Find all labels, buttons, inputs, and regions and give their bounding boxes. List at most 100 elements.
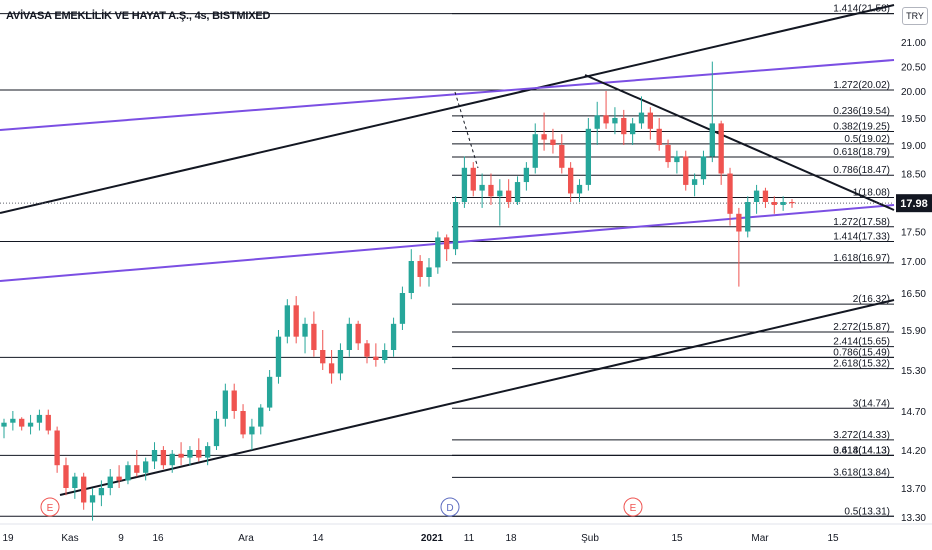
candle-body [266,376,273,408]
price-tick-label: 17.50 [901,228,926,239]
candle-body [674,156,680,163]
fib-level-label: 3.272(14.33) [833,430,890,441]
price-tick-label: 15.90 [901,326,926,337]
time-tick-label: 16 [152,533,164,544]
candle-body [789,202,795,204]
candle-body [647,112,653,129]
candle-body [222,390,229,419]
fib-level-label: 1.414(21.58) [833,4,890,15]
fib-level-label: 0.786(18.47) [833,165,890,176]
dividend-marker [440,497,460,517]
price-axis[interactable]: 21.0020.5020.0019.5019.0018.5018.0017.50… [896,0,932,550]
candle-body [488,184,494,197]
time-tick-label: 11 [464,533,475,544]
price-tick-label: 19.00 [901,141,926,152]
fib-level-label: 0.5(19.02) [844,134,890,145]
candle-body [160,450,167,466]
candle-body [638,112,645,124]
trend-line-downtrend [584,74,895,211]
candle-body [364,343,370,357]
trend-line-lower [59,299,895,496]
price-tick-label: 17.00 [901,257,926,268]
long-horizontal-lines [0,13,894,517]
candle-body [169,453,175,466]
candle-body [426,267,432,277]
candle-body [178,453,184,458]
candle-body [691,179,698,185]
candle-body [762,190,769,202]
candle-body [506,190,512,202]
currency-button[interactable]: TRY [902,7,928,25]
time-tick-label: 14 [312,533,324,544]
price-tick-label: 13.30 [901,513,926,524]
candle-body [125,465,131,481]
candle-body [753,190,760,202]
time-tick-label: Şub [581,533,599,544]
candle-body [143,461,149,473]
last-price-badge [896,194,932,213]
candle-body [461,167,468,202]
candle-body [63,465,69,488]
fib-level-label: 2.272(15.87) [833,322,890,333]
candle-body [399,293,406,324]
candle-body [204,446,211,458]
fib-level-label: 0.382(19.25) [833,122,890,133]
candle-body [745,202,751,232]
candle-body [19,418,25,427]
candle-body [27,422,34,427]
time-tick-label: 18 [505,533,517,544]
candle-body [134,465,140,473]
candle-body [550,139,556,145]
last-price-label: 17.98 [900,198,928,210]
fib-levels: 1.414(21.58) 1.272(20.02) 0.236(19.54) 0.38… [452,4,894,517]
fib-level-label: 2.618(15.32) [833,359,890,370]
candle-body [36,414,43,423]
candle-body [736,213,742,232]
trend-lines [0,4,895,496]
candle-body [98,488,105,496]
price-axis-bg [896,0,932,550]
candle-body [541,134,547,140]
earnings-marker [40,497,60,517]
candle-body [89,495,96,503]
candle-body [780,202,786,205]
time-axis[interactable]: 19 Kas 9 16 Ara 14 2021 11 18 Şub 15 Mar 15 [0,523,932,550]
earnings-marker-label: E [630,503,637,514]
time-tick-label: Ara [238,533,254,544]
candle-body [408,261,414,293]
fib-level-label: 3.618(13.84) [833,467,890,478]
candle-body [567,167,574,194]
candle-body [320,350,326,364]
candle-body [231,390,237,411]
price-tick-label: 14.20 [901,446,926,457]
candle-body [196,450,202,458]
price-tick-label: 16.50 [901,289,926,300]
fib-level-label: 0.5(13.31) [844,506,890,517]
fib-level-label: 1.618(16.97) [833,253,890,264]
fib-level-label: 1.414(17.33) [833,232,890,243]
fib-anchor-dashed [454,91,479,169]
candle-body [514,182,521,202]
time-tick-label: 9 [118,533,124,544]
candles [1,61,795,521]
fib-level-label: 0.786(15.49) [833,347,890,358]
candle-body [700,156,707,180]
trend-line-upper [0,4,895,214]
candle-body [727,173,733,214]
candle-body [355,323,361,344]
candle-body [45,414,51,431]
candle-body [470,167,476,191]
price-tick-label: 19.50 [901,114,926,125]
time-tick-label: 15 [827,533,839,544]
candle-body [54,430,60,466]
candle-body [771,202,777,205]
fib-level-label: 0.618(14.13) [833,445,890,456]
fib-level-label: 3(14.74) [853,398,890,409]
candle-body [435,237,441,268]
candle-body [709,123,715,157]
fib-level-label: 2(16.32) [853,294,890,305]
fib-level-label: 1.272(17.58) [833,217,890,228]
candle-body [576,184,583,194]
fib-level-label: 2.414(15.65) [833,337,890,348]
